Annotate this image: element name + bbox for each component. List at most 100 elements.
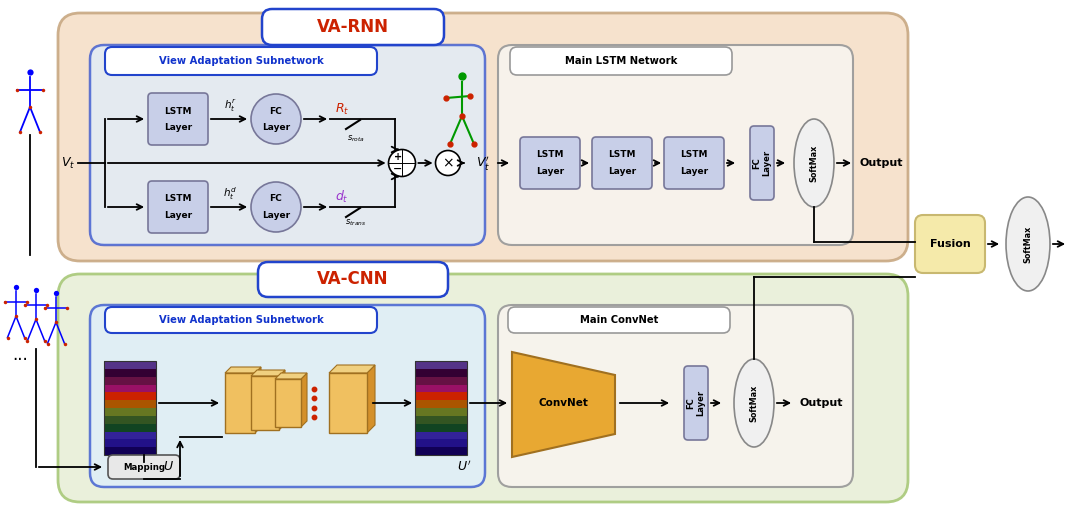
Text: $U'$: $U'$ — [457, 460, 471, 474]
FancyBboxPatch shape — [258, 262, 448, 297]
FancyBboxPatch shape — [90, 305, 485, 487]
Bar — [104, 416, 156, 423]
Bar — [104, 369, 156, 377]
Text: Layer: Layer — [608, 168, 636, 176]
Bar — [225, 373, 255, 433]
Circle shape — [435, 150, 460, 175]
Polygon shape — [367, 365, 375, 433]
Polygon shape — [275, 373, 307, 379]
Bar — [104, 400, 156, 408]
Text: Layer: Layer — [536, 168, 564, 176]
Text: FC
Layer: FC Layer — [686, 390, 705, 416]
Text: LSTM: LSTM — [608, 150, 636, 160]
Text: Main ConvNet: Main ConvNet — [580, 315, 658, 325]
Text: $h_t^r$: $h_t^r$ — [224, 98, 237, 114]
FancyBboxPatch shape — [684, 366, 708, 440]
Text: FC
Layer: FC Layer — [753, 150, 772, 176]
Bar — [104, 447, 156, 455]
Text: Layer: Layer — [262, 211, 291, 220]
Text: View Adaptation Subnetwork: View Adaptation Subnetwork — [159, 56, 323, 66]
FancyBboxPatch shape — [108, 455, 180, 479]
FancyBboxPatch shape — [664, 137, 724, 189]
Text: View Adaptation Subnetwork: View Adaptation Subnetwork — [159, 315, 323, 325]
FancyBboxPatch shape — [58, 13, 908, 261]
Bar — [104, 361, 156, 455]
Bar — [275, 379, 301, 427]
FancyBboxPatch shape — [750, 126, 774, 200]
Text: $d_t$: $d_t$ — [335, 189, 349, 205]
Bar — [415, 377, 467, 385]
Polygon shape — [301, 373, 307, 427]
FancyBboxPatch shape — [508, 307, 730, 333]
Bar — [415, 361, 467, 369]
Text: +: + — [394, 153, 402, 162]
FancyBboxPatch shape — [519, 137, 580, 189]
Text: FC: FC — [270, 194, 282, 204]
Bar — [415, 369, 467, 377]
Ellipse shape — [734, 359, 774, 447]
Text: Layer: Layer — [680, 168, 708, 176]
Bar — [415, 423, 467, 432]
Bar — [415, 361, 467, 455]
Text: FC: FC — [270, 107, 282, 115]
Bar — [104, 439, 156, 447]
Text: $V_t$: $V_t$ — [60, 156, 76, 171]
Bar — [104, 423, 156, 432]
Text: Output: Output — [860, 158, 904, 168]
Text: SoftMax: SoftMax — [810, 144, 819, 181]
Bar — [251, 376, 279, 430]
Text: Layer: Layer — [262, 124, 291, 132]
Text: $U$: $U$ — [163, 461, 174, 474]
Ellipse shape — [251, 94, 301, 144]
Polygon shape — [225, 367, 261, 373]
Bar — [415, 439, 467, 447]
Text: Fusion: Fusion — [930, 239, 970, 249]
Text: $s_{trans}$: $s_{trans}$ — [346, 218, 366, 228]
Text: Layer: Layer — [164, 124, 192, 132]
Bar — [104, 361, 156, 369]
Polygon shape — [329, 365, 375, 373]
FancyBboxPatch shape — [592, 137, 652, 189]
Bar — [104, 377, 156, 385]
FancyBboxPatch shape — [915, 215, 985, 273]
FancyBboxPatch shape — [90, 45, 485, 245]
Bar — [415, 447, 467, 455]
Text: ...: ... — [12, 346, 28, 364]
Bar — [415, 432, 467, 439]
Text: Layer: Layer — [164, 211, 192, 220]
Circle shape — [389, 149, 416, 176]
Text: ConvNet: ConvNet — [538, 398, 588, 408]
FancyBboxPatch shape — [498, 305, 853, 487]
Bar — [415, 416, 467, 423]
Text: VA-CNN: VA-CNN — [318, 270, 389, 288]
Bar — [415, 400, 467, 408]
Text: $h_t^d$: $h_t^d$ — [222, 186, 237, 202]
Bar — [104, 432, 156, 439]
Bar — [104, 408, 156, 416]
Polygon shape — [251, 370, 285, 376]
Bar — [104, 392, 156, 400]
Text: −: − — [393, 164, 403, 174]
Text: LSTM: LSTM — [680, 150, 707, 160]
FancyBboxPatch shape — [262, 9, 444, 45]
Polygon shape — [512, 352, 615, 457]
Bar — [415, 408, 467, 416]
FancyBboxPatch shape — [148, 93, 208, 145]
Text: Output: Output — [800, 398, 843, 408]
Text: VA-RNN: VA-RNN — [318, 18, 389, 36]
Bar — [329, 373, 367, 433]
Text: $s_{rota}$: $s_{rota}$ — [347, 134, 365, 144]
Bar — [415, 385, 467, 392]
Text: SoftMax: SoftMax — [1024, 225, 1032, 263]
FancyBboxPatch shape — [510, 47, 732, 75]
Ellipse shape — [1005, 197, 1050, 291]
Polygon shape — [255, 367, 261, 433]
FancyBboxPatch shape — [105, 47, 377, 75]
FancyBboxPatch shape — [58, 274, 908, 502]
Ellipse shape — [251, 182, 301, 232]
FancyBboxPatch shape — [498, 45, 853, 245]
Ellipse shape — [794, 119, 834, 207]
Bar — [104, 385, 156, 392]
Text: $V_t'$: $V_t'$ — [476, 154, 490, 172]
Text: Main LSTM Network: Main LSTM Network — [565, 56, 677, 66]
